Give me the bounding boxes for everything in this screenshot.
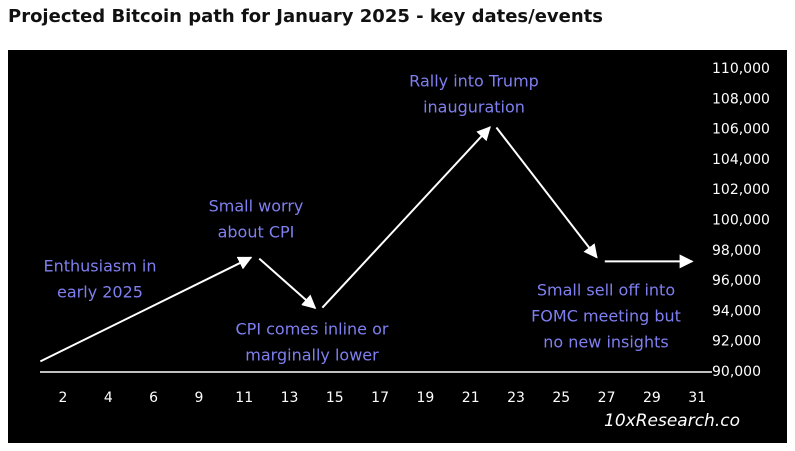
annotation: FOMC meeting but [531,307,681,326]
annotation: Rally into Trump [409,72,539,91]
y-tick-label: 104,000 [712,152,770,168]
x-tick-label: 9 [194,390,203,406]
y-tick-label: 98,000 [712,243,761,259]
y-tick-label: 96,000 [712,273,761,289]
y-tick-label: 102,000 [712,182,770,198]
x-tick-label: 23 [507,390,525,406]
y-tick-label: 110,000 [712,61,770,77]
trend-arrow [321,126,491,309]
chart-title: Projected Bitcoin path for January 2025 … [8,6,603,27]
y-tick-label: 92,000 [712,334,761,350]
y-tick-label: 100,000 [712,213,770,229]
x-tick-label: 21 [462,390,480,406]
y-tick-label: 108,000 [712,91,770,107]
trend-arrow [258,257,317,310]
chart-background [8,50,787,443]
x-tick-label: 31 [688,390,706,406]
x-tick-label: 17 [371,390,389,406]
annotation: inauguration [423,98,525,117]
x-tick-label: 29 [643,390,661,406]
annotation: CPI comes inline or [236,320,389,339]
x-tick-label: 13 [281,390,299,406]
x-tick-label: 6 [149,390,158,406]
x-tick-label: 4 [104,390,113,406]
trend-arrow [495,126,598,259]
annotation: Small sell off into [537,281,675,300]
annotation: Small worry [209,197,304,216]
annotation: Enthusiasm in [44,257,157,276]
annotation: about CPI [218,223,295,242]
x-tick-label: 27 [598,390,616,406]
source: 10xResearch.co [604,411,740,431]
annotation: no new insights [543,333,668,352]
annotation: marginally lower [245,346,379,365]
x-tick-label: 25 [552,390,570,406]
x-tick-label: 15 [326,390,344,406]
trend-arrow [39,256,253,363]
y-tick-label: 90,000 [712,364,761,380]
x-tick-label: 19 [416,390,434,406]
y-tick-label: 94,000 [712,303,761,319]
annotation: early 2025 [57,283,143,302]
x-tick-label: 11 [235,390,253,406]
y-tick-label: 106,000 [712,122,770,138]
x-tick-label: 2 [59,390,68,406]
